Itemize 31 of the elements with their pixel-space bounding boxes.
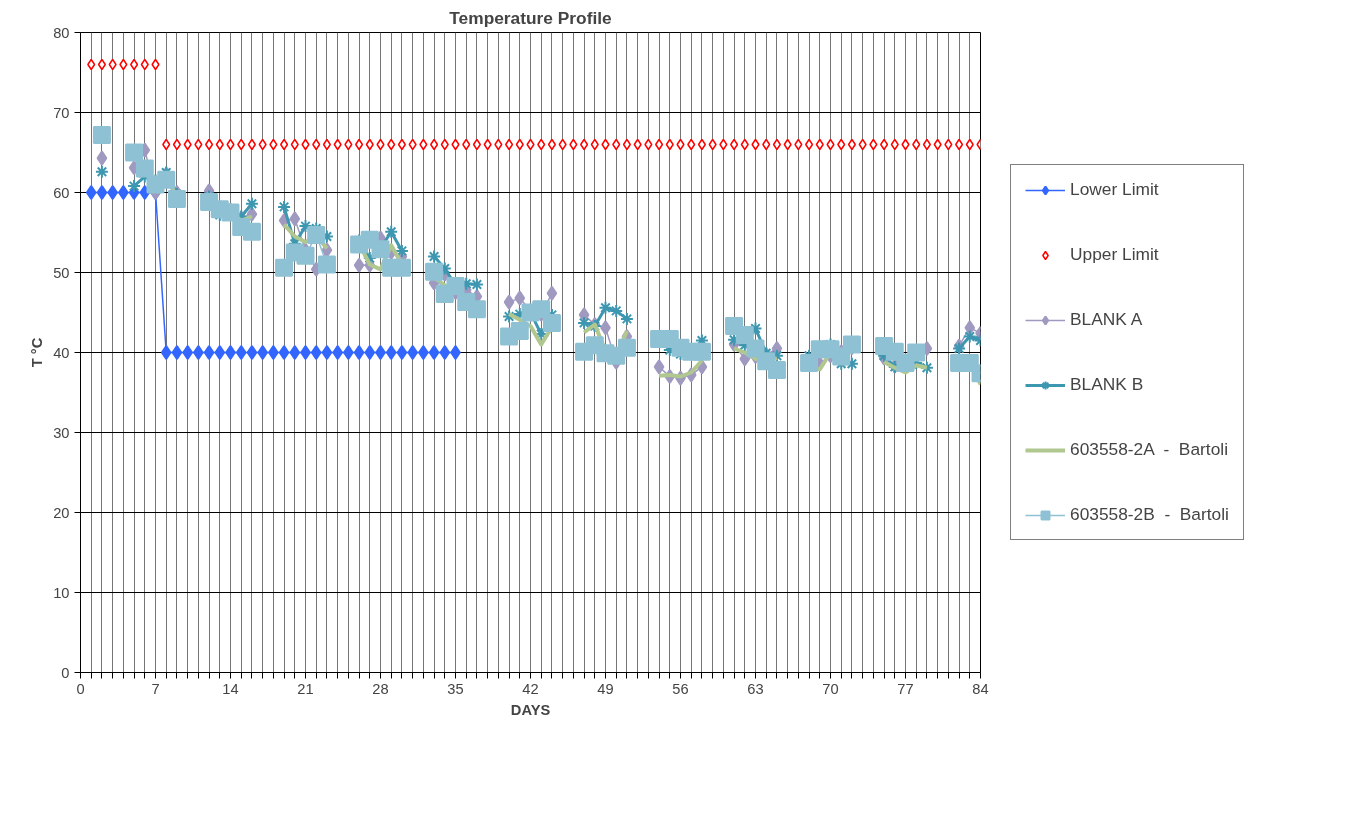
x-tick-label: 56 [672,680,689,697]
legend-label: 603558-2A - Bartoli [1070,439,1228,460]
y-tick-label: 40 [53,344,70,361]
x-tick-label: 35 [447,680,464,697]
y-axis-title: T °C [29,337,46,368]
x-tick-label: 42 [522,680,539,697]
y-tick-label: 70 [53,104,70,121]
legend-label: Lower Limit [1070,179,1159,200]
x-tick-label: 14 [222,680,239,697]
x-tick-label: 49 [597,680,614,697]
legend-label: BLANK A [1070,309,1143,330]
legend-label: Upper Limit [1070,244,1159,265]
y-tick-label: 60 [53,184,70,201]
y-tick-label: 20 [53,504,70,521]
x-tick-label: 0 [76,680,85,697]
x-tick-label: 21 [297,680,314,697]
legend-label: BLANK B [1070,374,1144,395]
y-tick-label: 50 [53,264,70,281]
x-tick-label: 84 [972,680,989,697]
chart-title: Temperature Profile [449,7,613,28]
x-tick-label: 63 [747,680,764,697]
legend-label: 603558-2B - Bartoli [1070,504,1229,525]
y-tick-label: 80 [53,24,70,41]
y-tick-label: 10 [53,584,70,601]
y-tick-label: 0 [61,664,70,681]
x-tick-label: 77 [897,680,914,697]
x-axis-title: DAYS [510,701,551,718]
x-tick-label: 7 [151,680,160,697]
x-tick-label: 70 [822,680,839,697]
x-tick-label: 28 [372,680,389,697]
y-tick-label: 30 [53,424,70,441]
